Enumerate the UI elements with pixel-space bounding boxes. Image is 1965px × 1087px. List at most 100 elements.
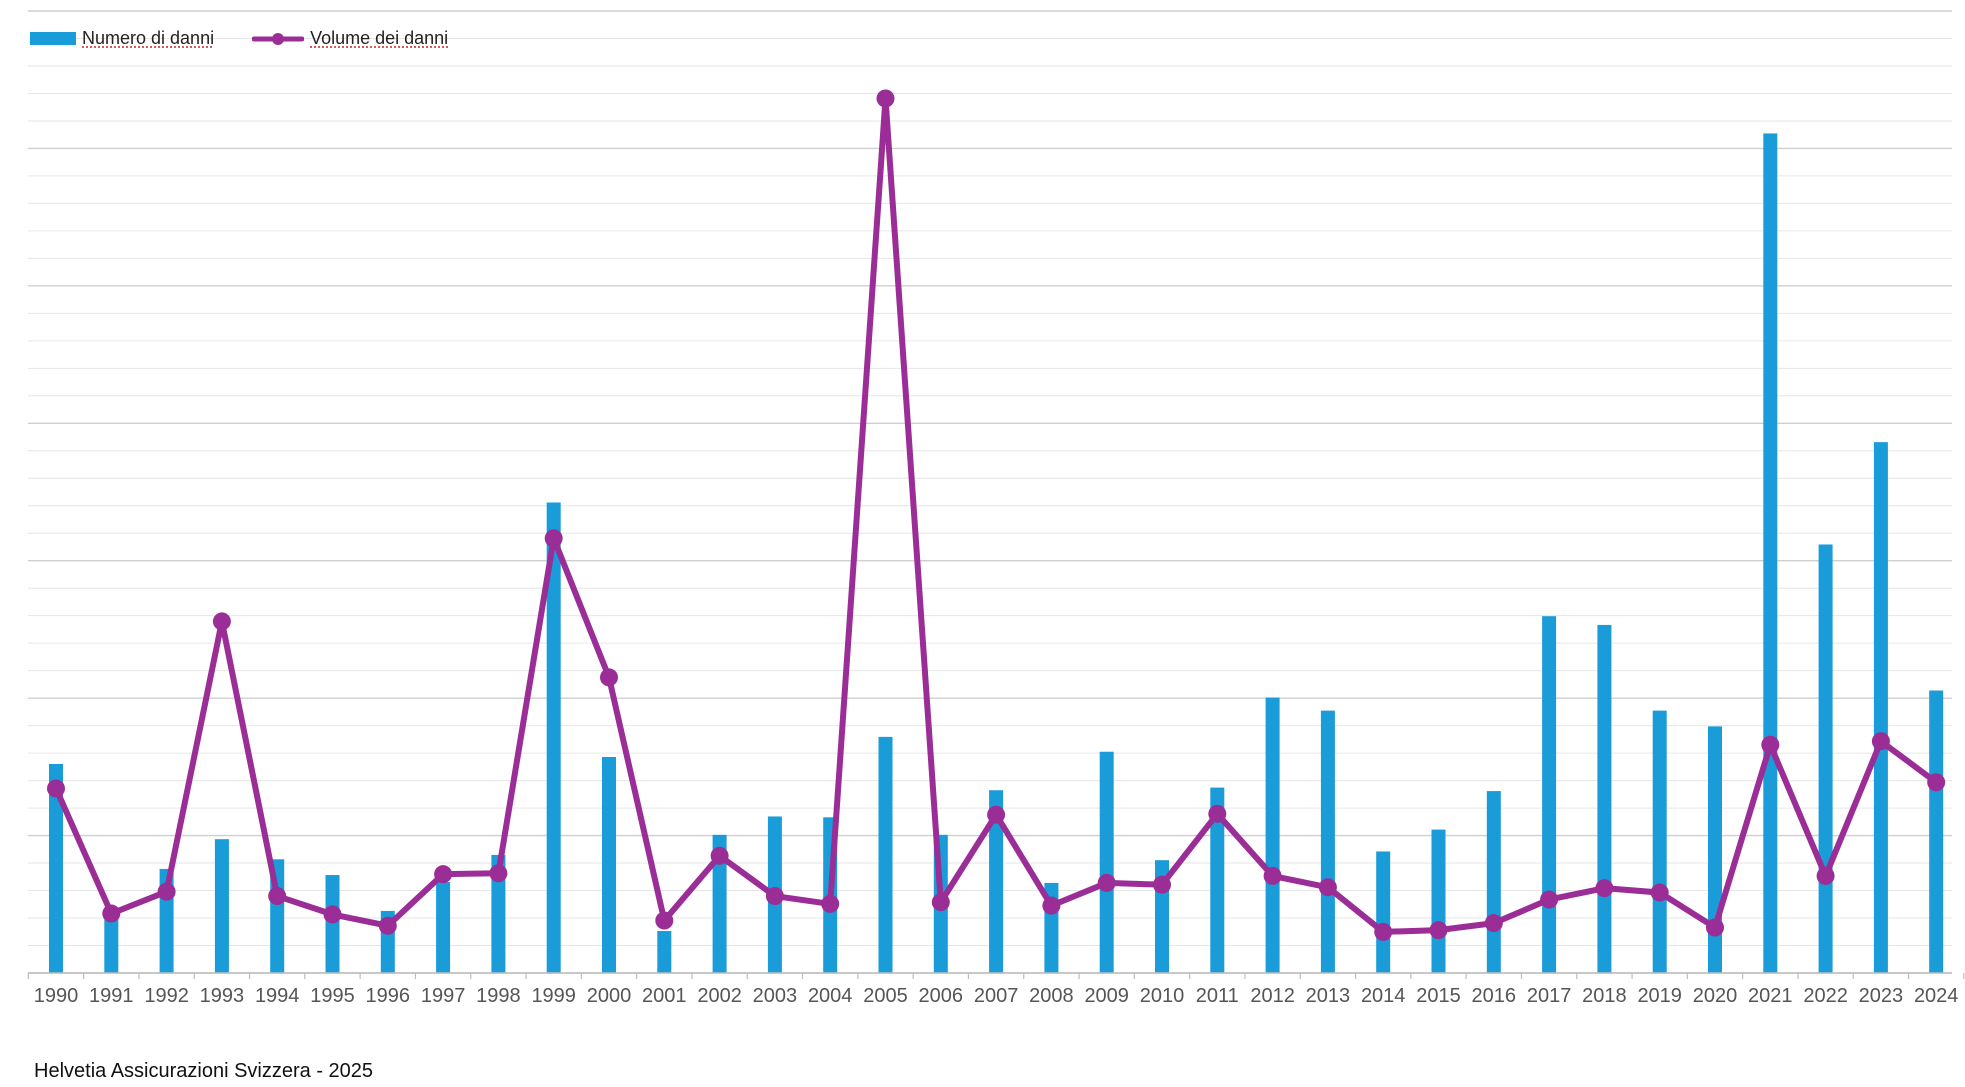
line-point-2012 <box>1263 866 1282 885</box>
bar-1998 <box>491 854 506 973</box>
x-tick-label-2003: 2003 <box>753 985 798 1007</box>
line-point-1992 <box>157 882 176 901</box>
x-tick-label-1999: 1999 <box>531 985 576 1007</box>
line-point-1990 <box>47 779 65 798</box>
line-point-2004 <box>821 894 840 913</box>
x-tick-label-2017: 2017 <box>1527 985 1572 1007</box>
line-point-2015 <box>1429 921 1448 940</box>
legend: Numero di danni Volume dei danni <box>30 28 448 49</box>
bar-2022 <box>1818 544 1833 973</box>
line-point-2019 <box>1650 883 1669 902</box>
x-tick-label-2022: 2022 <box>1803 985 1848 1007</box>
x-tick-label-2019: 2019 <box>1637 985 1682 1007</box>
line-point-2021 <box>1761 735 1780 754</box>
line-point-2009 <box>1097 873 1116 892</box>
x-tick-label-2006: 2006 <box>919 985 964 1007</box>
line-point-2003 <box>765 887 784 906</box>
x-axis <box>27 972 1965 979</box>
x-tick-label-2024: 2024 <box>1914 985 1959 1007</box>
x-tick-label-2002: 2002 <box>697 985 742 1007</box>
line-point-2001 <box>655 911 674 930</box>
bar-2002 <box>712 834 727 973</box>
x-tick-label-2004: 2004 <box>808 985 853 1007</box>
x-tick-label-2007: 2007 <box>974 985 1019 1007</box>
x-tick-label-1991: 1991 <box>89 985 134 1007</box>
bar-1999 <box>546 502 561 973</box>
source-note: Helvetia Assicurazioni Svizzera - 2025 <box>34 1060 374 1082</box>
x-tick-labels: 1990 1991 1992 1993 1994 1995 1996 1997 1998 1999… <box>34 985 1959 1007</box>
x-tick-label-2014: 2014 <box>1361 985 1406 1007</box>
x-tick-label-2020: 2020 <box>1693 985 1738 1007</box>
x-tick-label-2009: 2009 <box>1084 985 1129 1007</box>
bar-2015 <box>1431 829 1446 973</box>
line-point-1991 <box>102 904 121 923</box>
bar-2024 <box>1929 690 1944 973</box>
x-tick-label-2015: 2015 <box>1416 985 1461 1007</box>
bar-2005 <box>878 736 893 973</box>
x-tick-label-2018: 2018 <box>1582 985 1627 1007</box>
x-tick-label-1990: 1990 <box>34 985 79 1007</box>
legend-swatch-line <box>252 32 305 45</box>
x-tick-label-2000: 2000 <box>587 985 632 1007</box>
bar-1995 <box>325 875 340 973</box>
x-tick-label-2023: 2023 <box>1859 985 1904 1007</box>
bar-2018 <box>1597 624 1612 973</box>
x-tick-label-2021: 2021 <box>1748 985 1793 1007</box>
bar-2013 <box>1320 710 1335 973</box>
bar-2023 <box>1873 442 1888 974</box>
legend-item-bars: Numero di danni <box>30 28 214 49</box>
x-tick-label-1993: 1993 <box>200 985 245 1007</box>
bar-2009 <box>1099 751 1114 973</box>
bar-1997 <box>436 882 451 973</box>
line-point-1993 <box>212 612 231 631</box>
line-point-2022 <box>1816 866 1835 885</box>
line-point-1998 <box>489 864 508 883</box>
line-point-2007 <box>987 805 1006 824</box>
line-point-2010 <box>1153 875 1171 894</box>
legend-item-line: Volume dei danni <box>252 28 448 49</box>
line-point-2020 <box>1706 918 1724 937</box>
x-tick-label-2001: 2001 <box>642 985 687 1007</box>
bar-series <box>49 133 1944 974</box>
line-point-2017 <box>1540 890 1559 909</box>
x-tick-label-2010: 2010 <box>1140 985 1185 1007</box>
bar-2011 <box>1210 787 1225 973</box>
bar-1993 <box>214 839 229 973</box>
x-tick-label-2012: 2012 <box>1250 985 1295 1007</box>
grid-lines <box>28 10 1952 974</box>
bar-2000 <box>602 756 616 973</box>
line-point-1995 <box>323 905 342 924</box>
line-point-1997 <box>434 865 453 884</box>
line-point-2018 <box>1595 879 1614 898</box>
bar-1991 <box>104 908 119 973</box>
bar-2007 <box>989 790 1004 973</box>
bar-2017 <box>1542 616 1557 973</box>
line-series <box>47 89 1946 941</box>
legend-swatch-bar <box>30 32 76 45</box>
line-point-2002 <box>710 846 729 865</box>
line-point-2000 <box>600 668 618 687</box>
line-point-2011 <box>1208 804 1227 823</box>
bar-2019 <box>1652 710 1667 973</box>
line-point-2008 <box>1042 896 1061 915</box>
x-tick-label-1994: 1994 <box>255 985 300 1007</box>
line-point-2023 <box>1871 732 1890 751</box>
bar-2014 <box>1376 851 1391 973</box>
bar-2016 <box>1486 791 1501 973</box>
line-point-1994 <box>268 887 287 906</box>
x-tick-label-2013: 2013 <box>1306 985 1351 1007</box>
line-point-2014 <box>1374 922 1393 941</box>
x-tick-label-1998: 1998 <box>476 985 521 1007</box>
line-point-2006 <box>931 893 950 912</box>
line-point-2016 <box>1484 914 1503 933</box>
line-point-2013 <box>1318 878 1337 897</box>
x-tick-label-2008: 2008 <box>1029 985 1074 1007</box>
bar-1990 <box>49 763 63 973</box>
bar-2001 <box>657 931 672 973</box>
line-point-2024 <box>1927 773 1946 792</box>
legend-label-line: Volume dei danni <box>310 28 449 48</box>
legend-label-bars: Numero di danni <box>82 28 215 48</box>
line-point-1996 <box>378 916 397 935</box>
x-tick-label-1997: 1997 <box>421 985 466 1007</box>
